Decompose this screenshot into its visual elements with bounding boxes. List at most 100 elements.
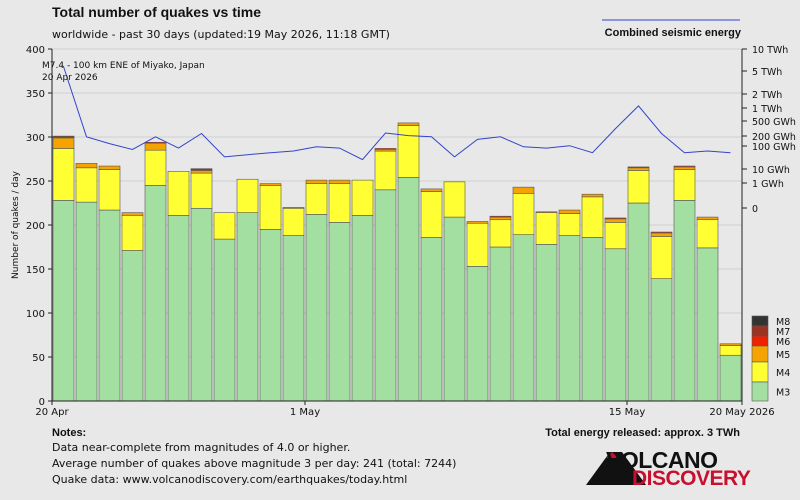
y-tick-label: 200	[26, 221, 45, 232]
right-tick-label: 5 TWh	[752, 67, 782, 78]
bar-m3	[535, 244, 558, 402]
bar-m5	[489, 216, 512, 221]
bar-m6	[650, 231, 673, 234]
logo-text-volcano: VOLCANO	[606, 447, 718, 473]
bar-m6	[374, 148, 397, 150]
volcano-discovery-logo: VOLCANO DISCOVERY	[586, 447, 786, 491]
bar-m5	[673, 166, 696, 170]
bar-m3	[52, 200, 75, 402]
bar-m4	[535, 212, 558, 245]
bar-m4	[443, 181, 466, 218]
bar-m5	[558, 209, 581, 214]
bar-m3	[581, 237, 604, 402]
bar-m5	[397, 122, 420, 126]
bar-m3	[719, 354, 742, 402]
bar-m4	[374, 150, 397, 191]
legend-swatch-m3	[751, 381, 769, 402]
bar-m7	[52, 135, 75, 138]
energy-legend-label: Combined seismic energy	[605, 27, 742, 39]
y-tick-label: 50	[32, 353, 45, 364]
bar-m4	[489, 219, 512, 248]
y-tick-label: 0	[39, 397, 45, 408]
bar-m5	[650, 232, 673, 237]
bar-m4	[650, 236, 673, 279]
legend-swatch-m5	[751, 345, 769, 363]
legend-swatch-m4	[751, 361, 769, 383]
bar-m3	[121, 250, 144, 402]
right-tick-label: 0	[752, 204, 758, 215]
bar-m3	[466, 266, 489, 402]
legend-label-m3: M3	[776, 388, 790, 399]
bar-m4	[121, 215, 144, 251]
bars	[52, 122, 742, 402]
bar-m3	[328, 222, 351, 402]
bar-m3	[627, 202, 650, 402]
bar-m4	[466, 222, 489, 267]
y-axis-ticks: 0 50 100 150 200 250 300 350 400	[26, 45, 52, 408]
bar-m4	[604, 222, 627, 250]
bar-m3	[512, 234, 535, 402]
bar-m6	[144, 141, 167, 144]
bar-m3	[696, 247, 719, 402]
y-tick-label: 350	[26, 89, 45, 100]
x-axis-ticks: 20 Apr 1 May 15 May 20 May 2026	[35, 401, 775, 418]
bar-m4	[558, 213, 581, 236]
bar-m3	[650, 278, 673, 402]
bar-m4	[581, 196, 604, 238]
gridlines	[52, 48, 742, 358]
right-tick-label: 200 GWh	[752, 132, 796, 143]
bar-m5	[305, 179, 328, 184]
bar-m5	[98, 165, 121, 170]
bar-m4	[673, 169, 696, 201]
y-tick-label: 150	[26, 265, 45, 276]
x-tick-label: 20 Apr	[35, 407, 69, 418]
bar-m5	[52, 137, 75, 149]
y-tick-label: 100	[26, 309, 45, 320]
bar-m3	[443, 216, 466, 402]
notes-line3: Quake data: www.volcanodiscovery.com/ear…	[52, 473, 407, 486]
bar-m7	[190, 168, 213, 170]
bar-m3	[144, 185, 167, 402]
x-tick-label: 15 May	[609, 407, 646, 418]
x-tick-label: 20 May 2026	[709, 407, 774, 418]
legend-label-m4: M4	[776, 368, 790, 379]
volcano-logo-icon	[586, 452, 646, 485]
logo-text-discovery: DISCOVERY	[632, 467, 751, 490]
bar-m5	[696, 216, 719, 221]
bar-m4	[397, 125, 420, 178]
annotation-line1: M7.4 - 100 km ENE of Miyako, Japan	[42, 61, 205, 71]
bar-m3	[213, 238, 236, 402]
bar-m3	[167, 215, 190, 402]
bar-m5	[581, 193, 604, 198]
bar-m4	[167, 171, 190, 216]
total-energy: Total energy released: approx. 3 TWh	[545, 427, 740, 439]
y-tick-label: 250	[26, 177, 45, 188]
bar-m4	[213, 212, 236, 240]
bar-m5	[75, 163, 98, 169]
bar-m6	[489, 215, 512, 218]
notes-heading: Notes:	[52, 427, 86, 439]
bar-m3	[351, 215, 374, 402]
bar-m3	[259, 229, 282, 402]
bar-m4	[190, 172, 213, 209]
legend-swatch-m7	[751, 325, 769, 337]
bar-m3	[673, 200, 696, 402]
bar-m5	[121, 212, 144, 216]
bar-m5	[512, 186, 535, 194]
bar-m4	[52, 148, 75, 201]
bar-m5	[144, 142, 167, 151]
bar-m3	[75, 201, 98, 402]
bar-m3	[236, 212, 259, 402]
right-tick-label: 10 GWh	[752, 165, 790, 176]
legend-label-m5: M5	[776, 350, 790, 361]
bar-m5	[535, 211, 558, 213]
bar-m5	[719, 343, 742, 346]
right-tick-label: 500 GWh	[752, 117, 796, 128]
legend-label-m7: M7	[776, 327, 790, 338]
annotation-line2: 20 Apr 2026	[42, 73, 98, 83]
bar-m4	[75, 167, 98, 203]
bar-m3	[420, 237, 443, 402]
